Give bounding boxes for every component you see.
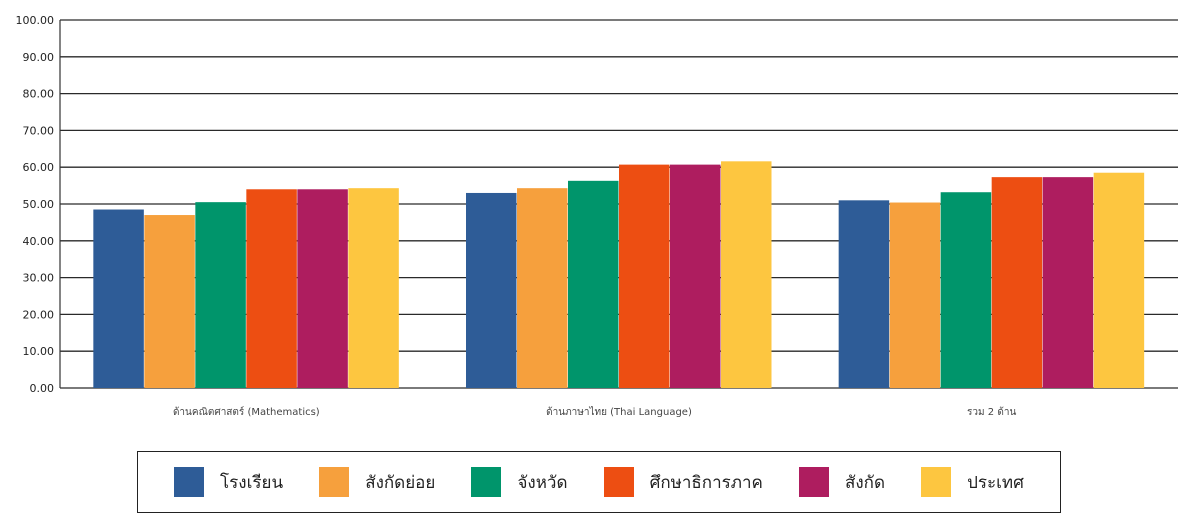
bar bbox=[466, 192, 517, 388]
y-tick-label: 30.00 bbox=[23, 272, 55, 285]
bar bbox=[348, 188, 399, 388]
bar bbox=[991, 177, 1043, 388]
y-tick-label: 50.00 bbox=[23, 198, 55, 211]
legend-item-province: จังหวัด bbox=[471, 467, 568, 497]
bar bbox=[1042, 177, 1094, 388]
y-axis-ticks: 0.00 10.00 20.00 30.00 40.00 50.00 60.00 70.00 8… bbox=[16, 14, 55, 395]
y-tick-label: 90.00 bbox=[23, 51, 55, 64]
bar bbox=[889, 202, 941, 388]
legend-swatch bbox=[471, 467, 502, 497]
legend-item-region: ศึกษาธิการภาค bbox=[603, 467, 763, 497]
bar-chart: 0.00 10.00 20.00 30.00 40.00 50.00 60.00 70.00 8… bbox=[16, 14, 1178, 418]
legend-item-school: โรงเรียน bbox=[174, 467, 283, 497]
y-tick-label: 10.00 bbox=[23, 345, 55, 358]
bar bbox=[670, 164, 721, 388]
bar bbox=[1093, 172, 1145, 388]
bar bbox=[721, 161, 772, 388]
legend: โรงเรียน สังกัดย่อย จังหวัด ศึกษาธิการภา… bbox=[137, 451, 1061, 513]
bar bbox=[195, 202, 246, 388]
y-tick-label: 60.00 bbox=[23, 161, 55, 174]
legend-label: ศึกษาธิการภาค bbox=[649, 472, 763, 493]
legend-item-sub-affiliation: สังกัดย่อย bbox=[319, 467, 435, 497]
bar bbox=[297, 189, 348, 388]
legend-label: ประเทศ bbox=[967, 472, 1024, 493]
y-tick-label: 0.00 bbox=[30, 382, 55, 395]
x-category-label: ด้านคณิตศาสตร์ (Mathematics) bbox=[173, 406, 320, 418]
bar bbox=[93, 209, 144, 388]
y-tick-label: 70.00 bbox=[23, 124, 55, 137]
x-category-label: ด้านภาษาไทย (Thai Language) bbox=[546, 406, 692, 418]
bar bbox=[144, 215, 195, 388]
bar bbox=[940, 192, 992, 388]
bar bbox=[619, 164, 670, 388]
bars bbox=[93, 161, 1145, 388]
legend-label: สังกัด bbox=[844, 472, 885, 493]
legend-swatch bbox=[174, 467, 205, 497]
legend-item-affiliation: สังกัด bbox=[798, 467, 885, 497]
legend-swatch bbox=[319, 467, 350, 497]
legend-swatch bbox=[921, 467, 952, 497]
bar bbox=[568, 180, 619, 388]
legend-label: จังหวัด bbox=[517, 472, 568, 493]
y-tick-label: 100.00 bbox=[16, 14, 55, 27]
legend-swatch bbox=[798, 467, 829, 497]
x-category-label: รวม 2 ด้าน bbox=[967, 406, 1016, 418]
x-axis-categories: ด้านคณิตศาสตร์ (Mathematics) ด้านภาษาไทย … bbox=[173, 406, 1016, 418]
y-tick-label: 40.00 bbox=[23, 235, 55, 248]
bar bbox=[517, 188, 568, 388]
legend-label: โรงเรียน bbox=[220, 472, 284, 493]
legend-item-country: ประเทศ bbox=[921, 467, 1024, 497]
legend-swatch bbox=[603, 467, 634, 497]
bar bbox=[838, 200, 890, 388]
y-tick-label: 80.00 bbox=[23, 88, 55, 101]
bar bbox=[246, 189, 297, 388]
legend-label: สังกัดย่อย bbox=[365, 472, 436, 493]
y-tick-label: 20.00 bbox=[23, 308, 55, 321]
